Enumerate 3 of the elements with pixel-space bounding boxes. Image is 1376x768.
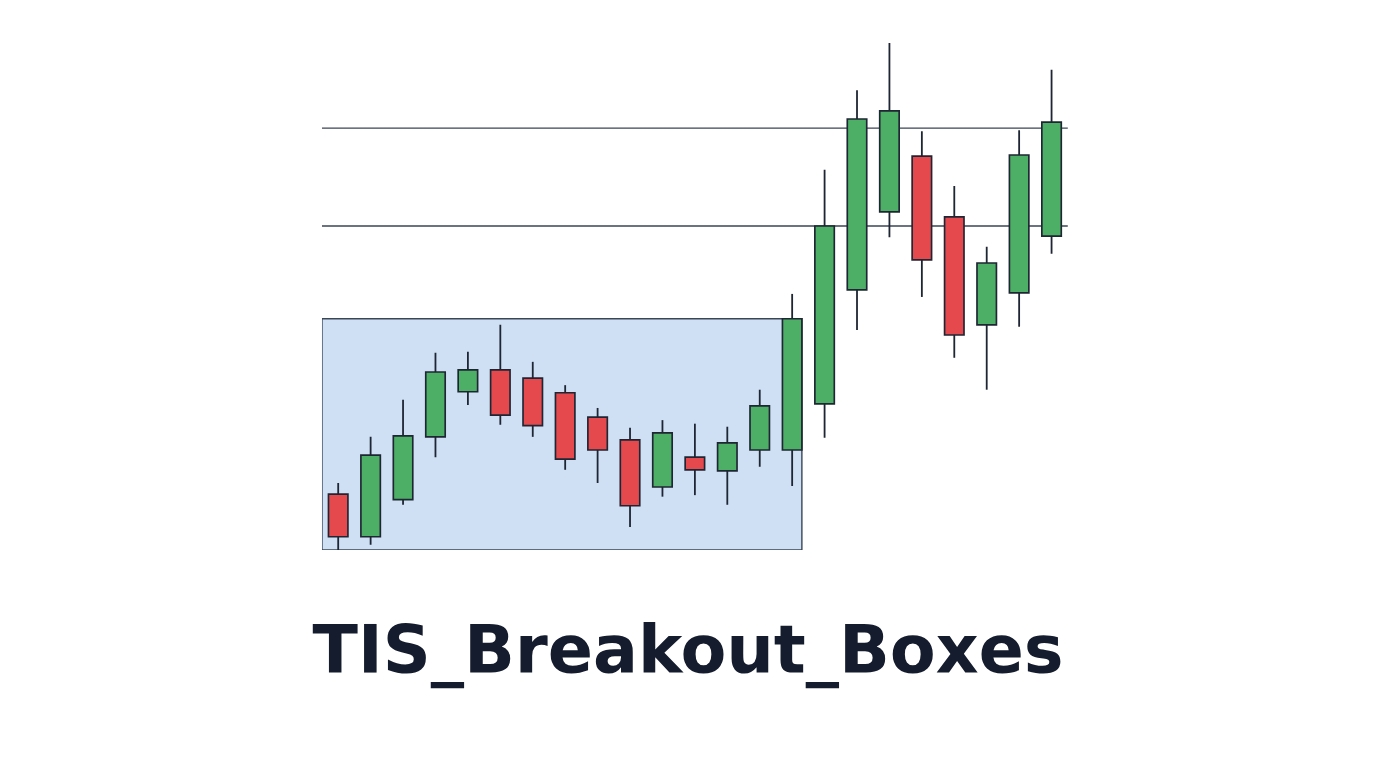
candlestick	[684, 422, 706, 497]
candlestick	[457, 350, 479, 406]
text: TIS_Breakout_Boxes	[312, 621, 1061, 689]
